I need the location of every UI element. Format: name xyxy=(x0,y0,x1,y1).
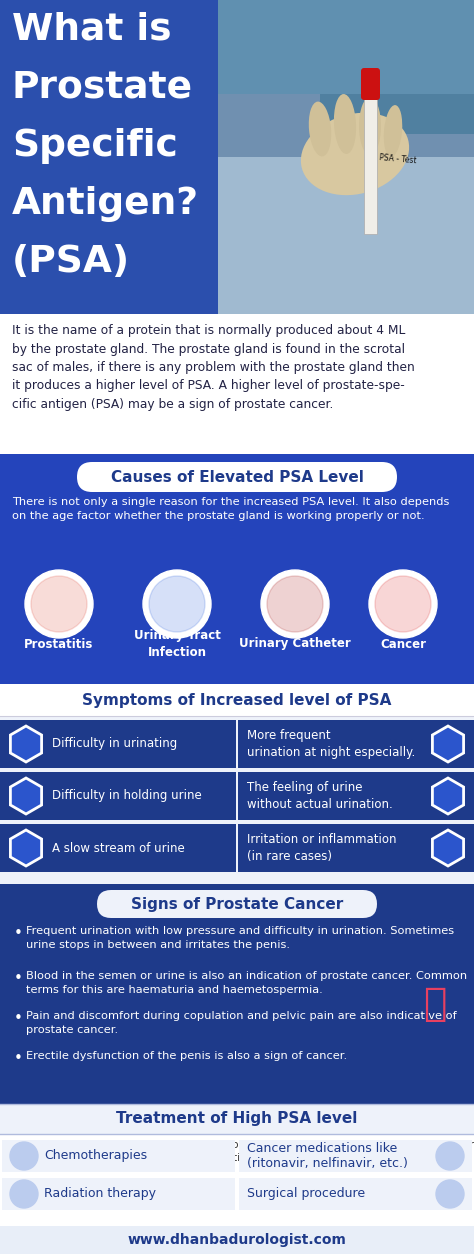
Text: Cancer medications like
(ritonavir, nelfinavir, etc.): Cancer medications like (ritonavir, nelf… xyxy=(247,1141,408,1170)
Circle shape xyxy=(10,1142,38,1170)
Text: Erectile dysfunction of the penis is also a sign of cancer.: Erectile dysfunction of the penis is als… xyxy=(26,1051,347,1061)
FancyBboxPatch shape xyxy=(218,0,474,314)
Text: •: • xyxy=(14,1011,23,1026)
FancyBboxPatch shape xyxy=(364,94,377,234)
Circle shape xyxy=(10,1180,38,1208)
Text: Causes of Elevated PSA Level: Causes of Elevated PSA Level xyxy=(110,469,364,484)
Text: (PSA): (PSA) xyxy=(12,245,130,280)
FancyBboxPatch shape xyxy=(320,74,474,134)
FancyBboxPatch shape xyxy=(238,720,474,767)
Circle shape xyxy=(143,571,211,638)
Text: Radiation therapy: Radiation therapy xyxy=(44,1188,156,1200)
FancyBboxPatch shape xyxy=(0,1226,474,1254)
Text: Surgical procedure: Surgical procedure xyxy=(247,1188,365,1200)
Text: •: • xyxy=(14,925,23,940)
Text: Treatment of High PSA level: Treatment of High PSA level xyxy=(116,1111,358,1126)
FancyBboxPatch shape xyxy=(361,68,380,100)
FancyBboxPatch shape xyxy=(0,720,236,767)
Circle shape xyxy=(436,1180,464,1208)
Polygon shape xyxy=(10,726,42,762)
Circle shape xyxy=(375,576,431,632)
Text: Symptoms of Increased level of PSA: Symptoms of Increased level of PSA xyxy=(82,692,392,707)
Circle shape xyxy=(149,576,205,632)
Text: Difficulty in holding urine: Difficulty in holding urine xyxy=(52,790,202,803)
FancyBboxPatch shape xyxy=(239,1140,472,1172)
Text: 🎗: 🎗 xyxy=(423,984,447,1023)
Ellipse shape xyxy=(309,102,331,157)
Text: Prostate: Prostate xyxy=(12,70,193,107)
Text: There is not only a single reason for the increased PSA level. It also depends
o: There is not only a single reason for th… xyxy=(12,497,449,522)
FancyBboxPatch shape xyxy=(239,1178,472,1210)
Ellipse shape xyxy=(359,97,381,155)
Text: Specific: Specific xyxy=(12,128,178,164)
Text: Frequent urination with low pressure and difficulty in urination. Sometimes
urin: Frequent urination with low pressure and… xyxy=(26,925,454,949)
Text: The cause behind the increased level of prostate-specific antigen is treated. If: The cause behind the increased level of … xyxy=(10,1140,474,1164)
Polygon shape xyxy=(10,777,42,814)
Text: •: • xyxy=(14,971,23,986)
Text: It is the name of a protein that is normally produced about 4 ML
by the prostate: It is the name of a protein that is norm… xyxy=(12,324,415,411)
FancyBboxPatch shape xyxy=(2,1140,235,1172)
Ellipse shape xyxy=(301,113,409,196)
Text: Cancer: Cancer xyxy=(380,637,426,651)
Text: Difficulty in urinating: Difficulty in urinating xyxy=(52,737,177,750)
Text: More frequent
urination at night especially.: More frequent urination at night especia… xyxy=(247,730,415,759)
FancyBboxPatch shape xyxy=(218,0,474,157)
Text: Signs of Prostate Cancer: Signs of Prostate Cancer xyxy=(131,897,343,912)
FancyBboxPatch shape xyxy=(0,314,474,454)
Polygon shape xyxy=(10,830,42,867)
Circle shape xyxy=(436,1142,464,1170)
Text: Chemotherapies: Chemotherapies xyxy=(44,1150,147,1162)
Circle shape xyxy=(261,571,329,638)
Circle shape xyxy=(369,571,437,638)
Ellipse shape xyxy=(384,105,402,157)
FancyBboxPatch shape xyxy=(218,157,474,314)
Text: Blood in the semen or urine is also an indication of prostate cancer. Common
ter: Blood in the semen or urine is also an i… xyxy=(26,971,467,994)
Text: Urinary Catheter: Urinary Catheter xyxy=(239,637,351,651)
FancyBboxPatch shape xyxy=(2,1178,235,1210)
Circle shape xyxy=(31,576,87,632)
Polygon shape xyxy=(432,777,464,814)
Text: Antigen?: Antigen? xyxy=(12,186,199,222)
FancyBboxPatch shape xyxy=(97,890,377,918)
FancyBboxPatch shape xyxy=(0,683,474,716)
Text: Pain and discomfort during copulation and pelvic pain are also indicative of
pro: Pain and discomfort during copulation an… xyxy=(26,1011,457,1035)
FancyBboxPatch shape xyxy=(218,0,474,94)
FancyBboxPatch shape xyxy=(0,1104,474,1226)
Polygon shape xyxy=(432,830,464,867)
Text: Urinary Tract
Infection: Urinary Tract Infection xyxy=(134,630,220,658)
Polygon shape xyxy=(432,726,464,762)
Text: Irritation or inflammation
(in rare cases): Irritation or inflammation (in rare case… xyxy=(247,833,396,863)
FancyBboxPatch shape xyxy=(0,454,474,683)
Text: Prostatitis: Prostatitis xyxy=(24,637,94,651)
FancyBboxPatch shape xyxy=(0,1104,474,1134)
Text: PSA - Test: PSA - Test xyxy=(379,153,417,166)
Text: www.dhanbadurologist.com: www.dhanbadurologist.com xyxy=(128,1233,346,1246)
Text: •: • xyxy=(14,1051,23,1066)
FancyBboxPatch shape xyxy=(77,461,397,492)
Circle shape xyxy=(267,576,323,632)
Circle shape xyxy=(25,571,93,638)
FancyBboxPatch shape xyxy=(0,824,236,872)
FancyBboxPatch shape xyxy=(0,0,218,314)
FancyBboxPatch shape xyxy=(238,772,474,820)
Text: The feeling of urine
without actual urination.: The feeling of urine without actual urin… xyxy=(247,781,393,811)
FancyBboxPatch shape xyxy=(0,884,474,1104)
Text: What is: What is xyxy=(12,13,172,48)
Text: A slow stream of urine: A slow stream of urine xyxy=(52,841,185,854)
FancyBboxPatch shape xyxy=(238,824,474,872)
Ellipse shape xyxy=(334,94,356,154)
FancyBboxPatch shape xyxy=(0,772,236,820)
FancyBboxPatch shape xyxy=(0,683,474,884)
